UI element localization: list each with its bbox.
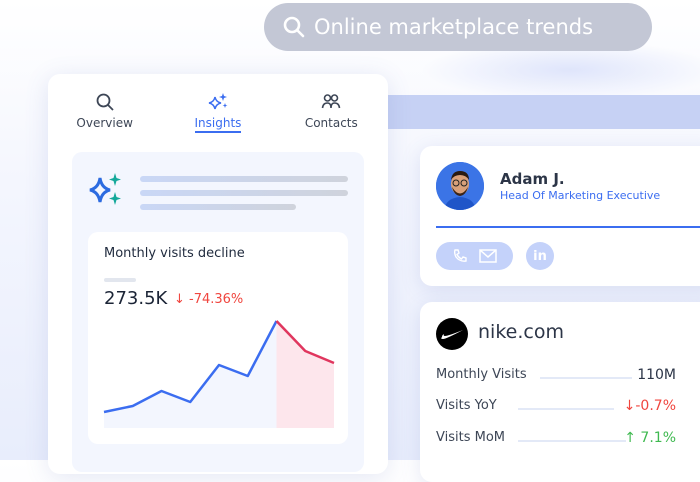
- visits-chart: [103, 318, 335, 430]
- ai-sparkle-icon: [88, 172, 124, 208]
- search-bar[interactable]: Online marketplace trends: [264, 3, 652, 51]
- search-query: Online marketplace trends: [314, 15, 593, 39]
- search-icon: [282, 15, 306, 39]
- site-domain: nike.com: [478, 321, 564, 343]
- tab-contacts[interactable]: Contacts: [281, 92, 381, 133]
- metric-dash: [518, 408, 614, 410]
- contact-card: Adam J. Head Of Marketing Executive in: [420, 146, 700, 286]
- phone-icon[interactable]: [452, 248, 468, 264]
- skeleton-line: [140, 204, 296, 210]
- divider: [436, 226, 700, 228]
- nike-logo: [436, 318, 468, 350]
- people-icon: [321, 92, 341, 112]
- skeleton-line: [140, 176, 348, 182]
- contact-actions: [436, 242, 513, 270]
- metric-dash: [540, 377, 632, 379]
- contact-role: Head Of Marketing Executive: [500, 189, 660, 202]
- sparkle-icon: [207, 92, 229, 112]
- avatar: [436, 162, 484, 210]
- tab-label: Overview: [76, 116, 133, 131]
- tab-label: Contacts: [305, 116, 358, 131]
- contact-name: Adam J.: [500, 170, 565, 188]
- tab-overview[interactable]: Overview: [55, 92, 155, 133]
- insight-section: Monthly visits decline 273.5K ↓ -74.36%: [72, 152, 364, 472]
- search-icon: [95, 92, 115, 112]
- metric-label: Visits YoY: [436, 398, 497, 413]
- insight-value: 273.5K: [104, 288, 167, 309]
- insight-title: Monthly visits decline: [104, 246, 245, 261]
- metric-value: 110M: [637, 367, 676, 383]
- insight-change: ↓ -74.36%: [174, 292, 243, 307]
- metric-row: Monthly Visits 110M: [436, 367, 676, 387]
- metric-label: Monthly Visits: [436, 367, 527, 382]
- skeleton-line: [104, 278, 136, 282]
- site-card: nike.com Monthly Visits 110M Visits YoY …: [420, 302, 700, 482]
- linkedin-icon[interactable]: in: [526, 242, 554, 270]
- skeleton-line: [140, 190, 348, 196]
- metric-value: ↓-0.7%: [624, 398, 676, 414]
- decline-area: [277, 321, 335, 428]
- tab-label: Insights: [195, 116, 242, 133]
- background-band: [380, 95, 700, 129]
- metric-dash: [518, 440, 626, 442]
- insight-card: Monthly visits decline 273.5K ↓ -74.36%: [88, 232, 348, 444]
- tab-insights[interactable]: Insights: [168, 92, 268, 133]
- metric-row: Visits YoY ↓-0.7%: [436, 398, 676, 418]
- metric-value: ↑ 7.1%: [624, 430, 676, 446]
- mail-icon[interactable]: [479, 249, 497, 263]
- metric-label: Visits MoM: [436, 430, 505, 445]
- rise-area: [104, 321, 277, 428]
- insights-panel: Overview Insights Contacts Monthly visit…: [48, 74, 388, 474]
- metric-row: Visits MoM ↑ 7.1%: [436, 430, 676, 450]
